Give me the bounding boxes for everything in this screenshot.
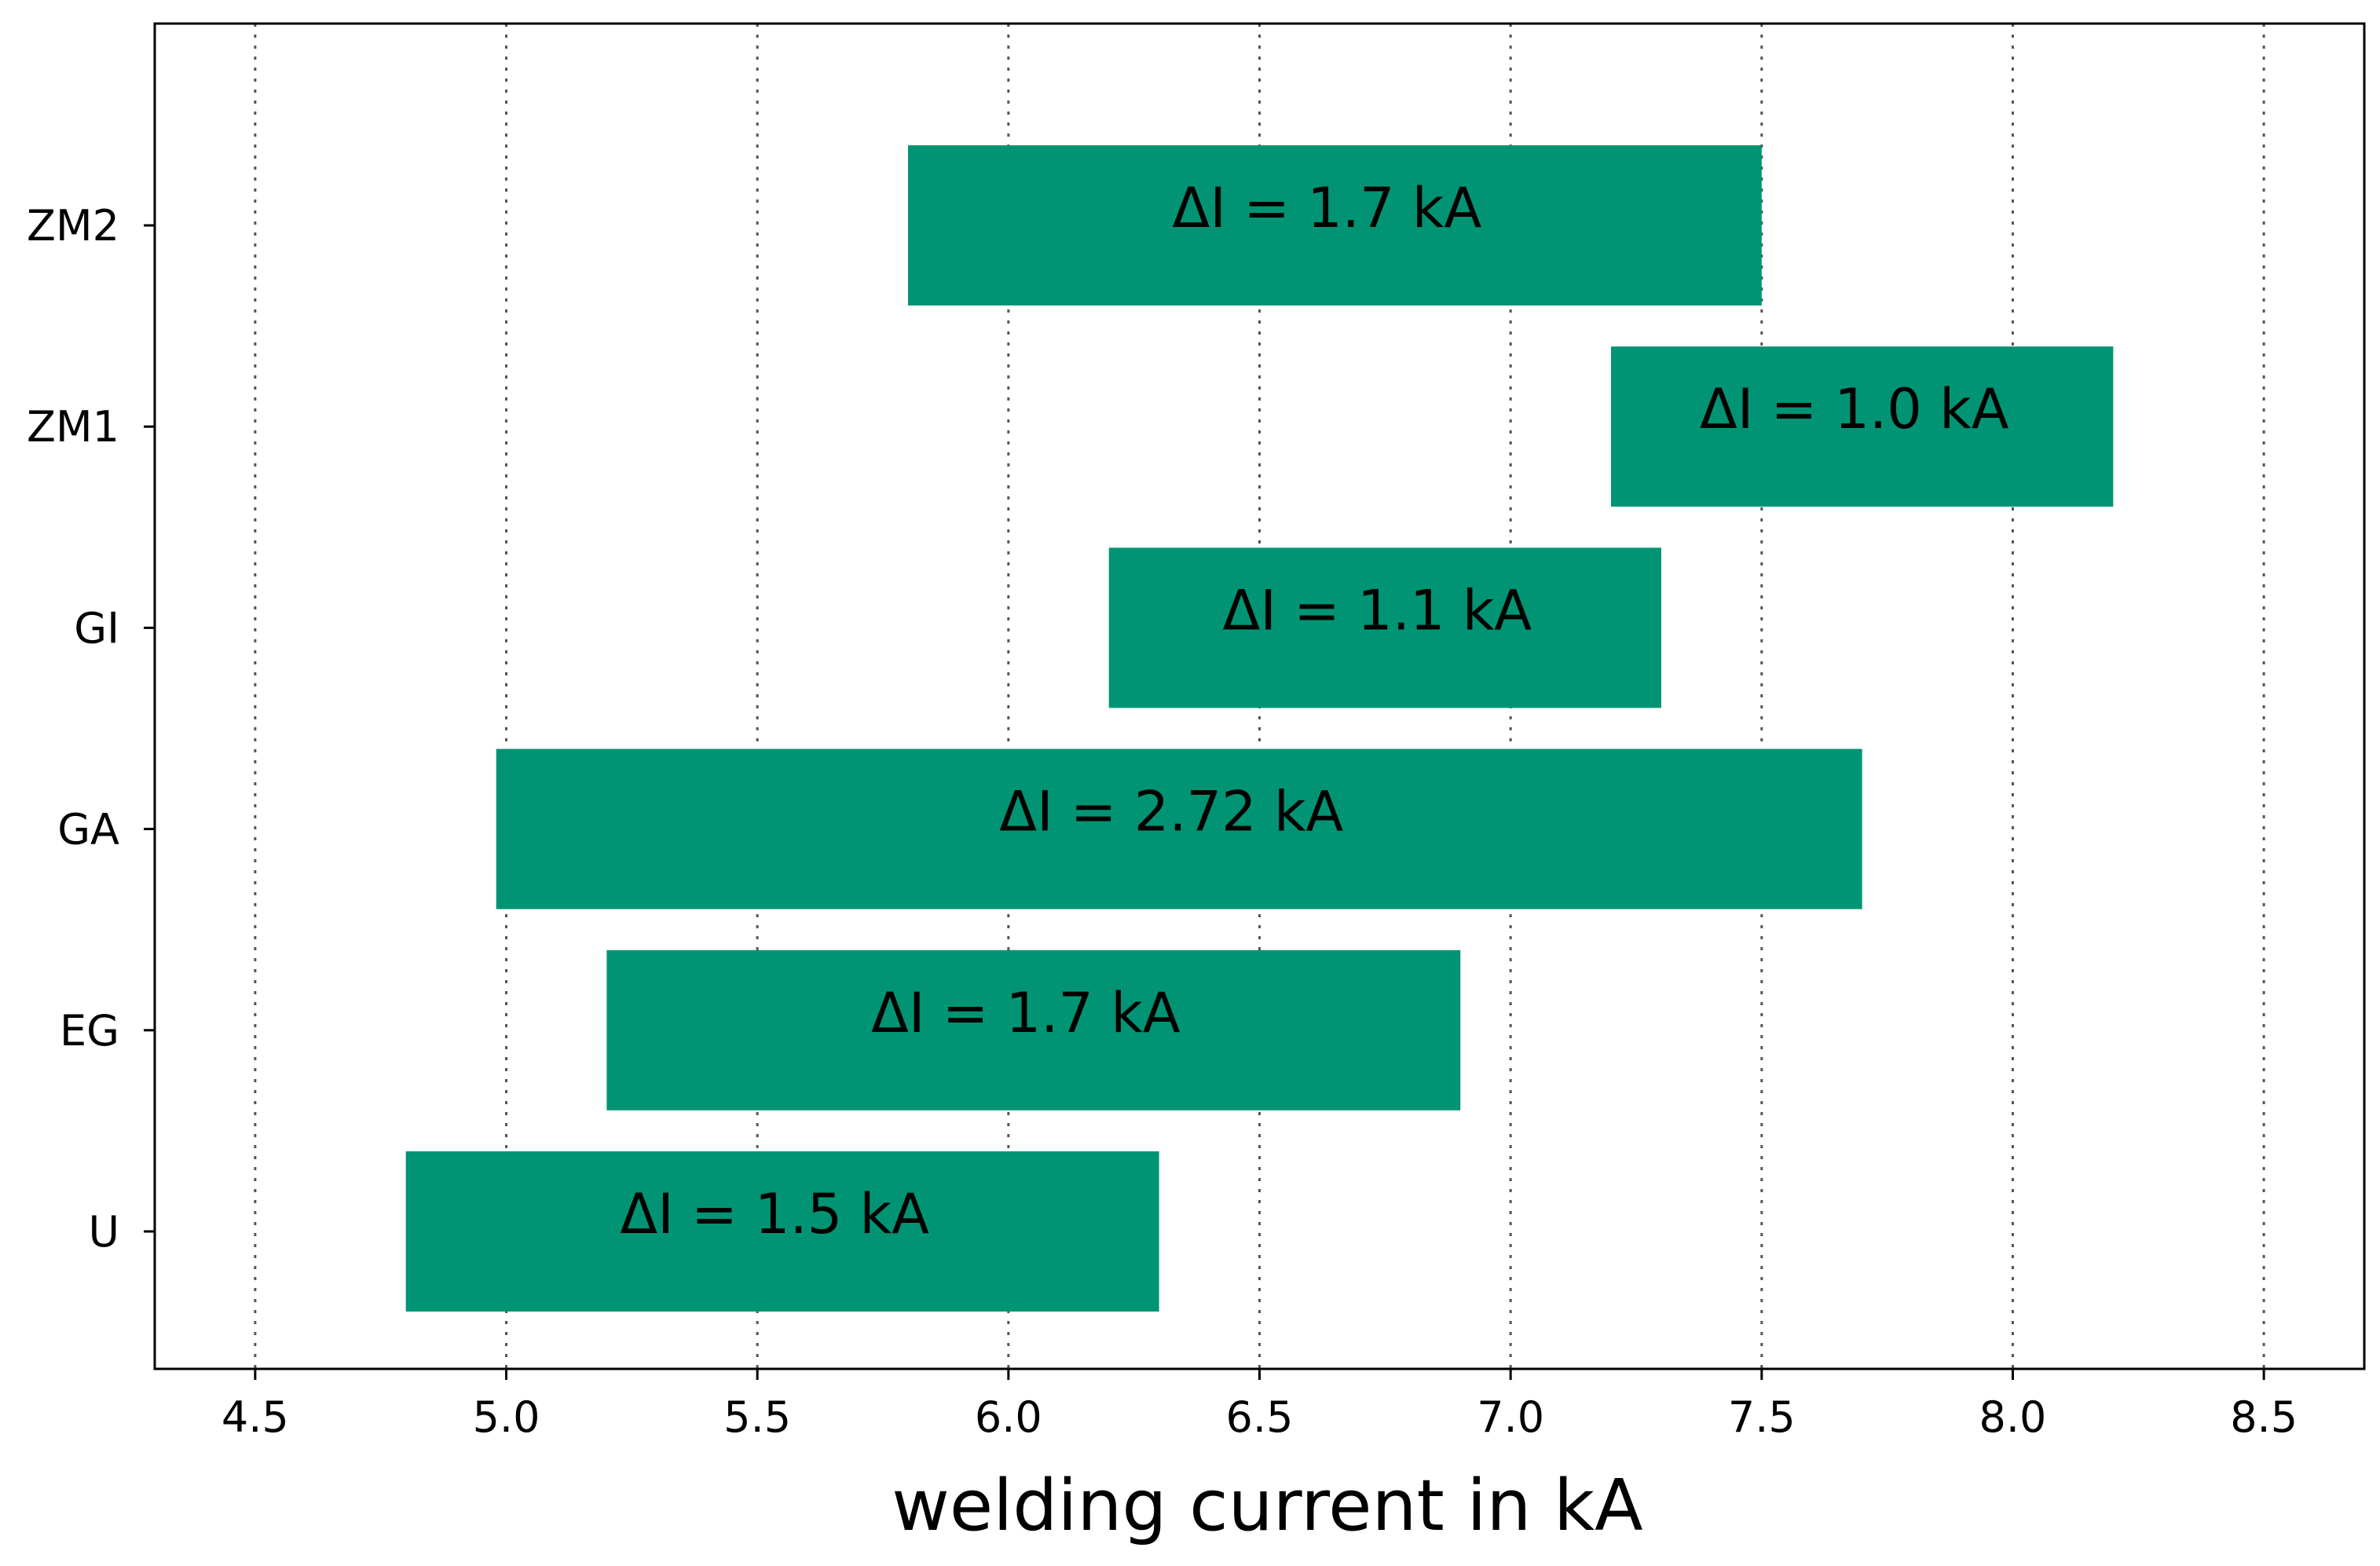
bar-ga bbox=[496, 748, 1862, 909]
bars bbox=[405, 145, 2114, 1312]
y-axis-ticks: U EG GA GI ZM1 ZM2 bbox=[27, 201, 155, 1257]
bar-label-zm2: ΔI = 1.7 kA bbox=[1173, 176, 1482, 240]
y-tick-label-gi: GI bbox=[74, 603, 119, 653]
bar-u bbox=[405, 1151, 1159, 1312]
bar-label-eg: ΔI = 1.7 kA bbox=[871, 981, 1181, 1045]
x-tick-label: 7.0 bbox=[1477, 1392, 1544, 1442]
x-tick-label: 5.5 bbox=[723, 1392, 791, 1442]
x-tick-label: 4.5 bbox=[222, 1392, 289, 1442]
x-tick-label: 8.5 bbox=[2230, 1392, 2298, 1442]
x-axis-ticks: 4.5 5.0 5.5 6.0 6.5 7.0 7.5 8.0 8.5 bbox=[222, 1369, 2298, 1442]
bar-label-ga: ΔI = 2.72 kA bbox=[999, 780, 1343, 844]
x-tick-label: 6.5 bbox=[1226, 1392, 1294, 1442]
bar-label-u: ΔI = 1.5 kA bbox=[620, 1182, 929, 1246]
bar-zm2 bbox=[907, 145, 1762, 306]
y-tick-label-zm2: ZM2 bbox=[27, 201, 119, 251]
y-tick-label-ga: GA bbox=[57, 805, 119, 854]
bar-label-zm1: ΔI = 1.0 kA bbox=[1700, 377, 2009, 441]
x-axis-label: welding current in kA bbox=[892, 1465, 1643, 1547]
x-tick-label: 7.5 bbox=[1728, 1392, 1796, 1442]
x-tick-label: 6.0 bbox=[975, 1392, 1042, 1442]
bar-zm1 bbox=[1611, 346, 2114, 507]
y-tick-label-zm1: ZM1 bbox=[27, 402, 119, 452]
bar-eg bbox=[606, 949, 1461, 1110]
bar-label-gi: ΔI = 1.1 kA bbox=[1222, 578, 1532, 642]
bar-labels: ΔI = 1.5 kA ΔI = 1.7 kA ΔI = 2.72 kA ΔI = 1… bbox=[620, 176, 2008, 1246]
x-tick-label: 8.0 bbox=[1979, 1392, 2047, 1442]
bar-gi bbox=[1108, 547, 1661, 708]
y-tick-label-eg: EG bbox=[60, 1006, 119, 1056]
x-tick-label: 5.0 bbox=[473, 1392, 540, 1442]
y-tick-label-u: U bbox=[88, 1207, 119, 1257]
